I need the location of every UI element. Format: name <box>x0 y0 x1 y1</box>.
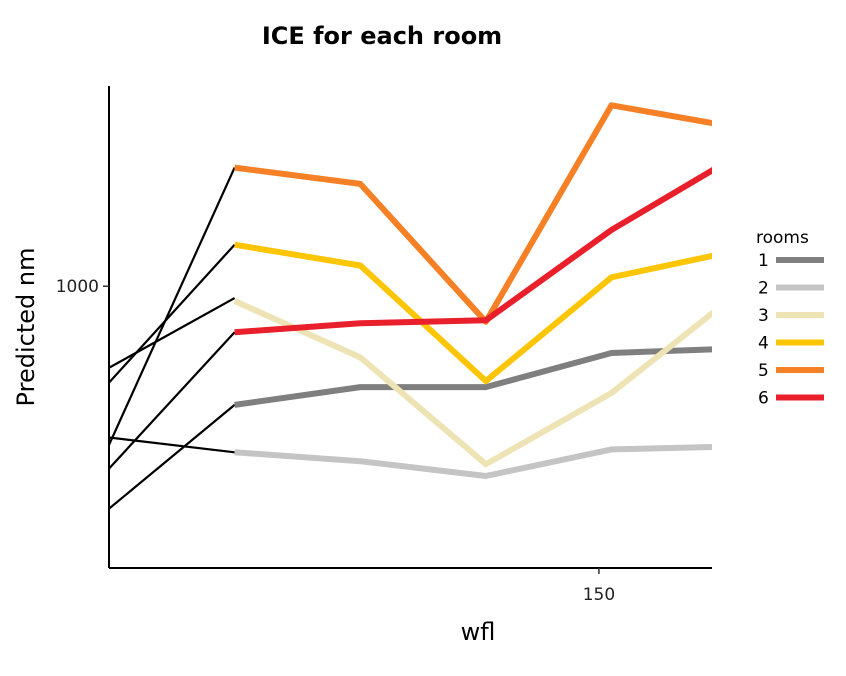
legend-label: 3 <box>758 306 769 326</box>
ice-curve-3 <box>109 167 236 446</box>
ice-curves <box>109 167 236 510</box>
legend-label: 1 <box>758 251 769 271</box>
legend-title: rooms <box>756 228 809 248</box>
legend-item-room-5: 5 <box>758 361 824 381</box>
legend-label: 6 <box>758 389 769 409</box>
x-axis-label: wfl <box>461 618 496 646</box>
legend-item-room-1: 1 <box>758 251 824 271</box>
y-tick-label: 1000 <box>56 277 99 297</box>
series-lines <box>233 102 712 479</box>
series-line-room-2 <box>234 443 712 479</box>
series-line-room-6 <box>234 167 712 336</box>
legend-item-room-2: 2 <box>758 279 824 299</box>
ice-curve-1 <box>109 297 236 369</box>
ice-curve-4 <box>109 331 236 470</box>
series-line-room-5 <box>234 102 712 325</box>
legend-label: 4 <box>758 334 769 354</box>
x-tick-label: 150 <box>583 585 615 605</box>
legend-item-room-6: 6 <box>758 389 824 409</box>
series-line-room-3 <box>233 298 712 468</box>
legend-label: 5 <box>758 361 769 381</box>
chart-title: ICE for each room <box>262 22 502 50</box>
y-axis-label: Predicted nm <box>12 248 40 407</box>
series-line-room-4 <box>234 241 712 385</box>
ice-curve-5 <box>109 404 236 510</box>
legend-item-room-4: 4 <box>758 334 824 354</box>
legend-label: 2 <box>758 279 769 299</box>
series-line-room-1 <box>234 346 712 408</box>
legend: rooms 1 2 3 4 5 6 <box>756 228 824 409</box>
ice-curve-6 <box>109 436 235 454</box>
legend-item-room-3: 3 <box>758 306 824 326</box>
y-axis-ticks: 1000 <box>56 277 109 297</box>
ice-curve-2 <box>109 243 236 384</box>
x-axis-ticks: 150 <box>583 568 615 605</box>
